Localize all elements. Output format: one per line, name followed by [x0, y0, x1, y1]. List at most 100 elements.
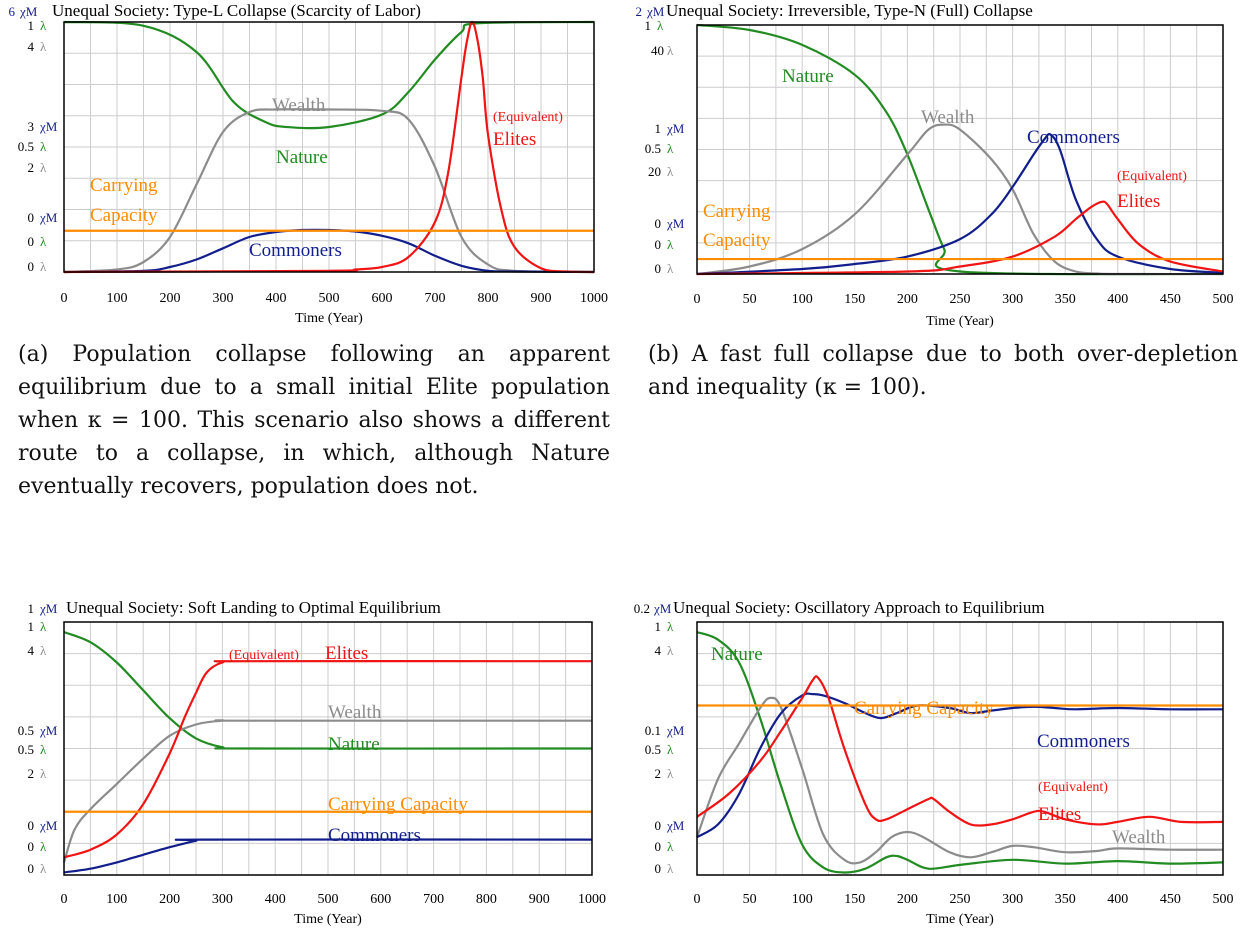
- x-tick-label: 50: [743, 292, 757, 307]
- x-tick-label: 200: [897, 892, 918, 907]
- x-tick-label: 400: [1107, 892, 1128, 907]
- series-label-carrying-capacity: Carrying Capacity: [854, 698, 994, 719]
- ylabel-chi-bottom: 0: [28, 818, 35, 833]
- ylabel-lambda2-bottom-unit: λ: [40, 861, 47, 876]
- series-label-elites-prefix: (Equivalent): [229, 648, 299, 663]
- ylabel-lambda2-top: 4: [28, 643, 35, 658]
- series-label-nature: Nature: [782, 66, 834, 87]
- x-tick-label: 0: [694, 892, 701, 907]
- ylabel-chi-top-unit: χM: [19, 4, 38, 19]
- series-label-commoners: Commoners: [1027, 127, 1120, 148]
- ylabel-chi-top: 6: [9, 4, 16, 19]
- ylabel-chi-top: 1: [28, 601, 35, 616]
- plot-series: [62, 631, 593, 874]
- ylabel-lambda1-mid: 0.5: [645, 141, 661, 156]
- plot-frame: [696, 24, 1224, 275]
- series-label-elites-prefix: (Equivalent): [493, 110, 563, 125]
- ylabel-lambda2-bottom: 0: [655, 261, 662, 276]
- ylabel-lambda1-bottom-unit: λ: [40, 234, 47, 249]
- ylabel-lambda2-bottom-unit: λ: [40, 259, 47, 274]
- ylabel-lambda1-top-unit: λ: [657, 18, 664, 33]
- chart-title: Unequal Society: Type-L Collapse (Scarci…: [52, 1, 421, 20]
- series-label-elites-prefix: (Equivalent): [1038, 780, 1108, 795]
- x-tick-label: 900: [529, 892, 550, 907]
- x-tick-label: 400: [1107, 292, 1128, 307]
- x-tick-label: 300: [213, 291, 234, 306]
- x-tick-label: 200: [897, 292, 918, 307]
- ylabel-lambda2-mid-unit: λ: [667, 766, 674, 781]
- series-label-carrying-capacity-1: Carrying: [90, 175, 158, 196]
- ylabel-lambda2-mid: 2: [28, 766, 35, 781]
- x-tick-label: 50: [743, 892, 757, 907]
- series-label-commoners: Commoners: [249, 240, 342, 261]
- series-line-elites: [63, 20, 595, 274]
- ylabel-lambda1-bottom-unit: λ: [667, 237, 674, 252]
- ylabel-lambda1-mid-unit: λ: [667, 742, 674, 757]
- ylabel-lambda2-mid: 20: [648, 164, 661, 179]
- x-tick-label: 700: [423, 892, 444, 907]
- x-tick-label: 250: [950, 292, 971, 307]
- series-line-nature: [696, 631, 1224, 874]
- chart-title: Unequal Society: Irreversible, Type-N (F…: [666, 1, 1033, 20]
- x-tick-labels: 0 100 200 300 400 500 600 700 800 900 1000: [61, 291, 609, 306]
- ylabel-chi-mid: 1: [655, 121, 662, 136]
- ylabel-lambda1-mid: 0.5: [18, 742, 34, 757]
- ylabel-lambda2-mid: 2: [28, 160, 35, 175]
- ylabel-chi-top: 2: [636, 4, 643, 19]
- plot-grid: [697, 25, 1223, 274]
- ylabel-lambda1-mid-unit: λ: [40, 139, 47, 154]
- x-tick-label: 450: [1160, 292, 1181, 307]
- caption-a: (a) Population collapse following an app…: [18, 342, 610, 499]
- plot-frame: [696, 621, 1224, 876]
- chart-title: Unequal Society: Oscillatory Approach to…: [673, 598, 1045, 617]
- x-tick-label: 0: [61, 892, 68, 907]
- ylabel-lambda1-top-unit: λ: [40, 619, 47, 634]
- ylabel-chi-bottom: 0: [28, 210, 35, 225]
- ylabel-chi-bottom: 0: [655, 818, 662, 833]
- x-tick-label: 150: [844, 892, 865, 907]
- ylabel-lambda1-top: 1: [645, 18, 652, 33]
- x-tick-label: 400: [266, 291, 287, 306]
- series-label-elites: Elites: [1038, 804, 1081, 825]
- series-label-carrying-capacity-2: Capacity: [703, 230, 771, 251]
- series-line-nature: [63, 20, 595, 130]
- x-tick-label: 500: [319, 291, 340, 306]
- ylabel-lambda2-bottom: 0: [28, 259, 35, 274]
- ylabel-lambda1-bottom: 0: [28, 839, 35, 854]
- series-label-wealth: Wealth: [1112, 827, 1166, 848]
- ylabel-lambda1-top-unit: λ: [667, 619, 674, 634]
- series-label-nature: Nature: [711, 644, 763, 665]
- series-label-commoners: Commoners: [328, 825, 421, 846]
- ylabel-lambda2-top: 4: [28, 39, 35, 54]
- ylabel-chi-bottom-unit: χM: [39, 818, 58, 833]
- ylabel-lambda1-mid: 0.5: [645, 742, 661, 757]
- chart-b: 2 χM Unequal Society: Irreversible, Type…: [636, 1, 1234, 329]
- x-axis-title: Time (Year): [926, 912, 994, 927]
- series-label-commoners: Commoners: [1037, 731, 1130, 752]
- ylabel-lambda1-top: 1: [28, 619, 35, 634]
- x-axis-title: Time (Year): [294, 912, 362, 927]
- series-line-wealth: [62, 719, 592, 863]
- x-tick-label: 350: [1055, 292, 1076, 307]
- series-label-nature: Nature: [328, 734, 380, 755]
- x-tick-label: 0: [61, 291, 68, 306]
- x-tick-label: 1000: [580, 291, 608, 306]
- plot-frame: [63, 621, 593, 876]
- series-label-wealth: Wealth: [272, 95, 326, 116]
- ylabel-lambda1-bottom-unit: λ: [667, 839, 674, 854]
- x-tick-label: 100: [792, 892, 813, 907]
- ylabel-lambda1-bottom: 0: [655, 237, 662, 252]
- x-tick-label: 500: [318, 892, 339, 907]
- chart-d: 0.2 χM Unequal Society: Oscillatory Appr…: [634, 598, 1234, 927]
- series-label-nature: Nature: [276, 147, 328, 168]
- plot-series: [695, 631, 1224, 874]
- ylabel-lambda2-bottom-unit: λ: [667, 261, 674, 276]
- x-tick-label: 450: [1160, 892, 1181, 907]
- ylabel-lambda1-mid: 0.5: [18, 139, 34, 154]
- series-line-wealth: [695, 696, 1224, 865]
- x-tick-label: 100: [106, 892, 127, 907]
- series-line-wealth: [63, 108, 595, 274]
- ylabel-lambda2-top-unit: λ: [40, 643, 47, 658]
- ylabel-lambda1-bottom: 0: [655, 839, 662, 854]
- series-label-elites: Elites: [493, 129, 536, 150]
